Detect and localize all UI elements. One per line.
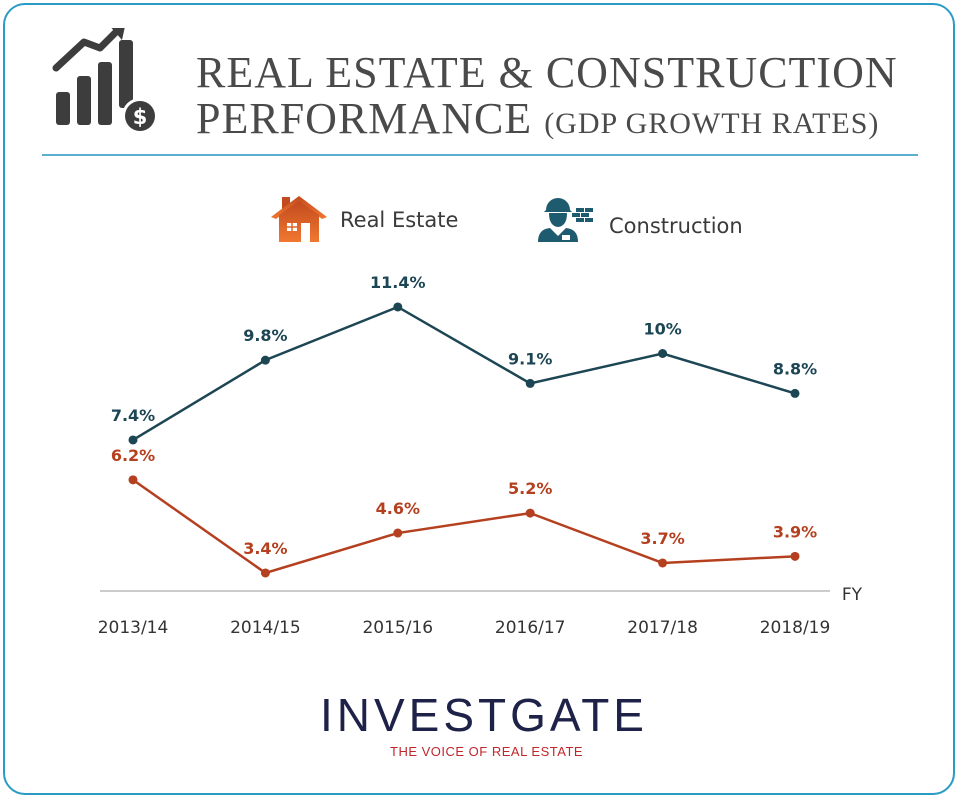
house-icon xyxy=(271,196,327,242)
data-point xyxy=(525,508,535,518)
x-axis-label: FY xyxy=(842,585,863,605)
construction-worker-icon xyxy=(538,198,593,242)
data-label: 8.8% xyxy=(773,359,817,378)
data-label: 10% xyxy=(643,320,681,339)
x-tick-label: 2014/15 xyxy=(230,618,301,638)
x-tick-label: 2018/19 xyxy=(760,618,831,638)
x-tick-label: 2013/14 xyxy=(98,618,169,638)
x-tick-label: 2017/18 xyxy=(627,618,698,638)
data-point xyxy=(128,435,138,445)
legend-real-estate: Real Estate xyxy=(340,208,459,232)
svg-text:$: $ xyxy=(133,105,148,129)
data-point xyxy=(260,568,270,578)
data-label: 9.8% xyxy=(243,326,287,345)
data-label: 3.9% xyxy=(773,522,817,541)
investgate-logo: INVESTGATE xyxy=(320,689,648,741)
data-label: 7.4% xyxy=(111,406,155,425)
data-label: 6.2% xyxy=(111,446,155,465)
series-line-real-estate xyxy=(132,478,796,575)
data-label: 3.7% xyxy=(640,529,684,548)
x-tick-label: 2016/17 xyxy=(495,618,566,638)
x-tick-label: 2015/16 xyxy=(362,618,433,638)
page-title: REAL ESTATE & CONSTRUCTION PERFORMANCE (… xyxy=(196,50,898,147)
title-line1: REAL ESTATE & CONSTRUCTION xyxy=(196,48,898,97)
data-point xyxy=(790,551,800,561)
title-suffix: (GDP GROWTH RATES) xyxy=(544,107,880,140)
series-line-construction xyxy=(132,305,796,442)
data-label: 11.4% xyxy=(370,273,426,292)
data-point xyxy=(658,558,668,568)
growth-chart-dollar-icon: $ xyxy=(52,28,158,134)
data-label: 3.4% xyxy=(243,539,287,558)
data-label: 4.6% xyxy=(376,499,420,518)
title-line2: PERFORMANCE xyxy=(196,94,533,143)
card-border xyxy=(3,3,955,795)
data-point xyxy=(658,349,668,358)
data-point xyxy=(790,388,800,398)
data-point xyxy=(128,475,138,485)
title-divider xyxy=(42,154,918,156)
data-label: 5.2% xyxy=(508,479,552,498)
logo-tagline: THE VOICE OF REAL ESTATE xyxy=(390,744,584,759)
data-point xyxy=(260,355,270,365)
data-point xyxy=(525,378,535,388)
line-chart: FY 2013/14 2014/15 2015/16 2016/17 2017/18 20… xyxy=(98,273,863,638)
data-point xyxy=(393,302,403,312)
data-label: 9.1% xyxy=(508,349,552,368)
legend-construction: Construction xyxy=(609,214,743,238)
data-point xyxy=(393,528,403,538)
